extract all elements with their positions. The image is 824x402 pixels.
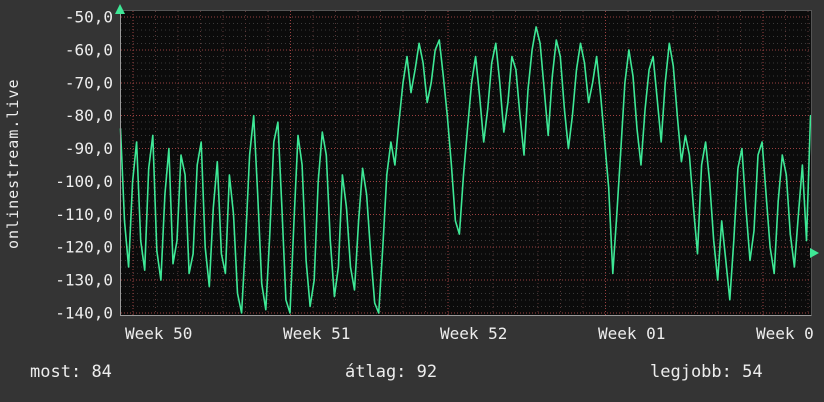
stat-best-value: 54: [742, 362, 763, 382]
stats-row: most: 84 átlag: 92 legjobb: 54: [0, 362, 824, 392]
x-tick-label: Week 51: [283, 324, 350, 343]
y-tick-label: -130,0: [55, 271, 113, 290]
plot-border-dark: [120, 10, 812, 316]
stat-average-label: átlag:: [345, 362, 407, 382]
x-tick-label: Week 52: [440, 324, 507, 343]
y-axis-arrow-icon: [115, 4, 125, 14]
y-tick-label: -90,0: [65, 139, 113, 158]
stat-current: most: 84: [30, 362, 112, 382]
y-tick-label: -140,0: [55, 304, 113, 323]
y-tick-label: -110,0: [55, 205, 113, 224]
stat-average: átlag: 92: [345, 362, 437, 382]
y-tick-label: -70,0: [65, 73, 113, 92]
y-tick-label: -50,0: [65, 8, 113, 27]
stat-best-label: legjobb:: [650, 362, 732, 382]
x-tick-label: Week 0: [756, 324, 814, 343]
y-tick-label: -120,0: [55, 238, 113, 257]
x-tick-label: Week 50: [125, 324, 192, 343]
stat-best: legjobb: 54: [650, 362, 763, 382]
plot-border-light: [120, 10, 812, 316]
stat-current-label: most:: [30, 362, 82, 382]
stat-average-value: 92: [416, 362, 438, 382]
y-tick-label: -100,0: [55, 172, 113, 191]
y-tick-label: -80,0: [65, 106, 113, 125]
data-line: [119, 26, 812, 314]
y-tick-label: -60,0: [65, 40, 113, 59]
x-axis-arrow-icon: [810, 248, 819, 258]
x-tick-label: Week 01: [598, 324, 665, 343]
stat-current-value: 84: [91, 362, 112, 382]
